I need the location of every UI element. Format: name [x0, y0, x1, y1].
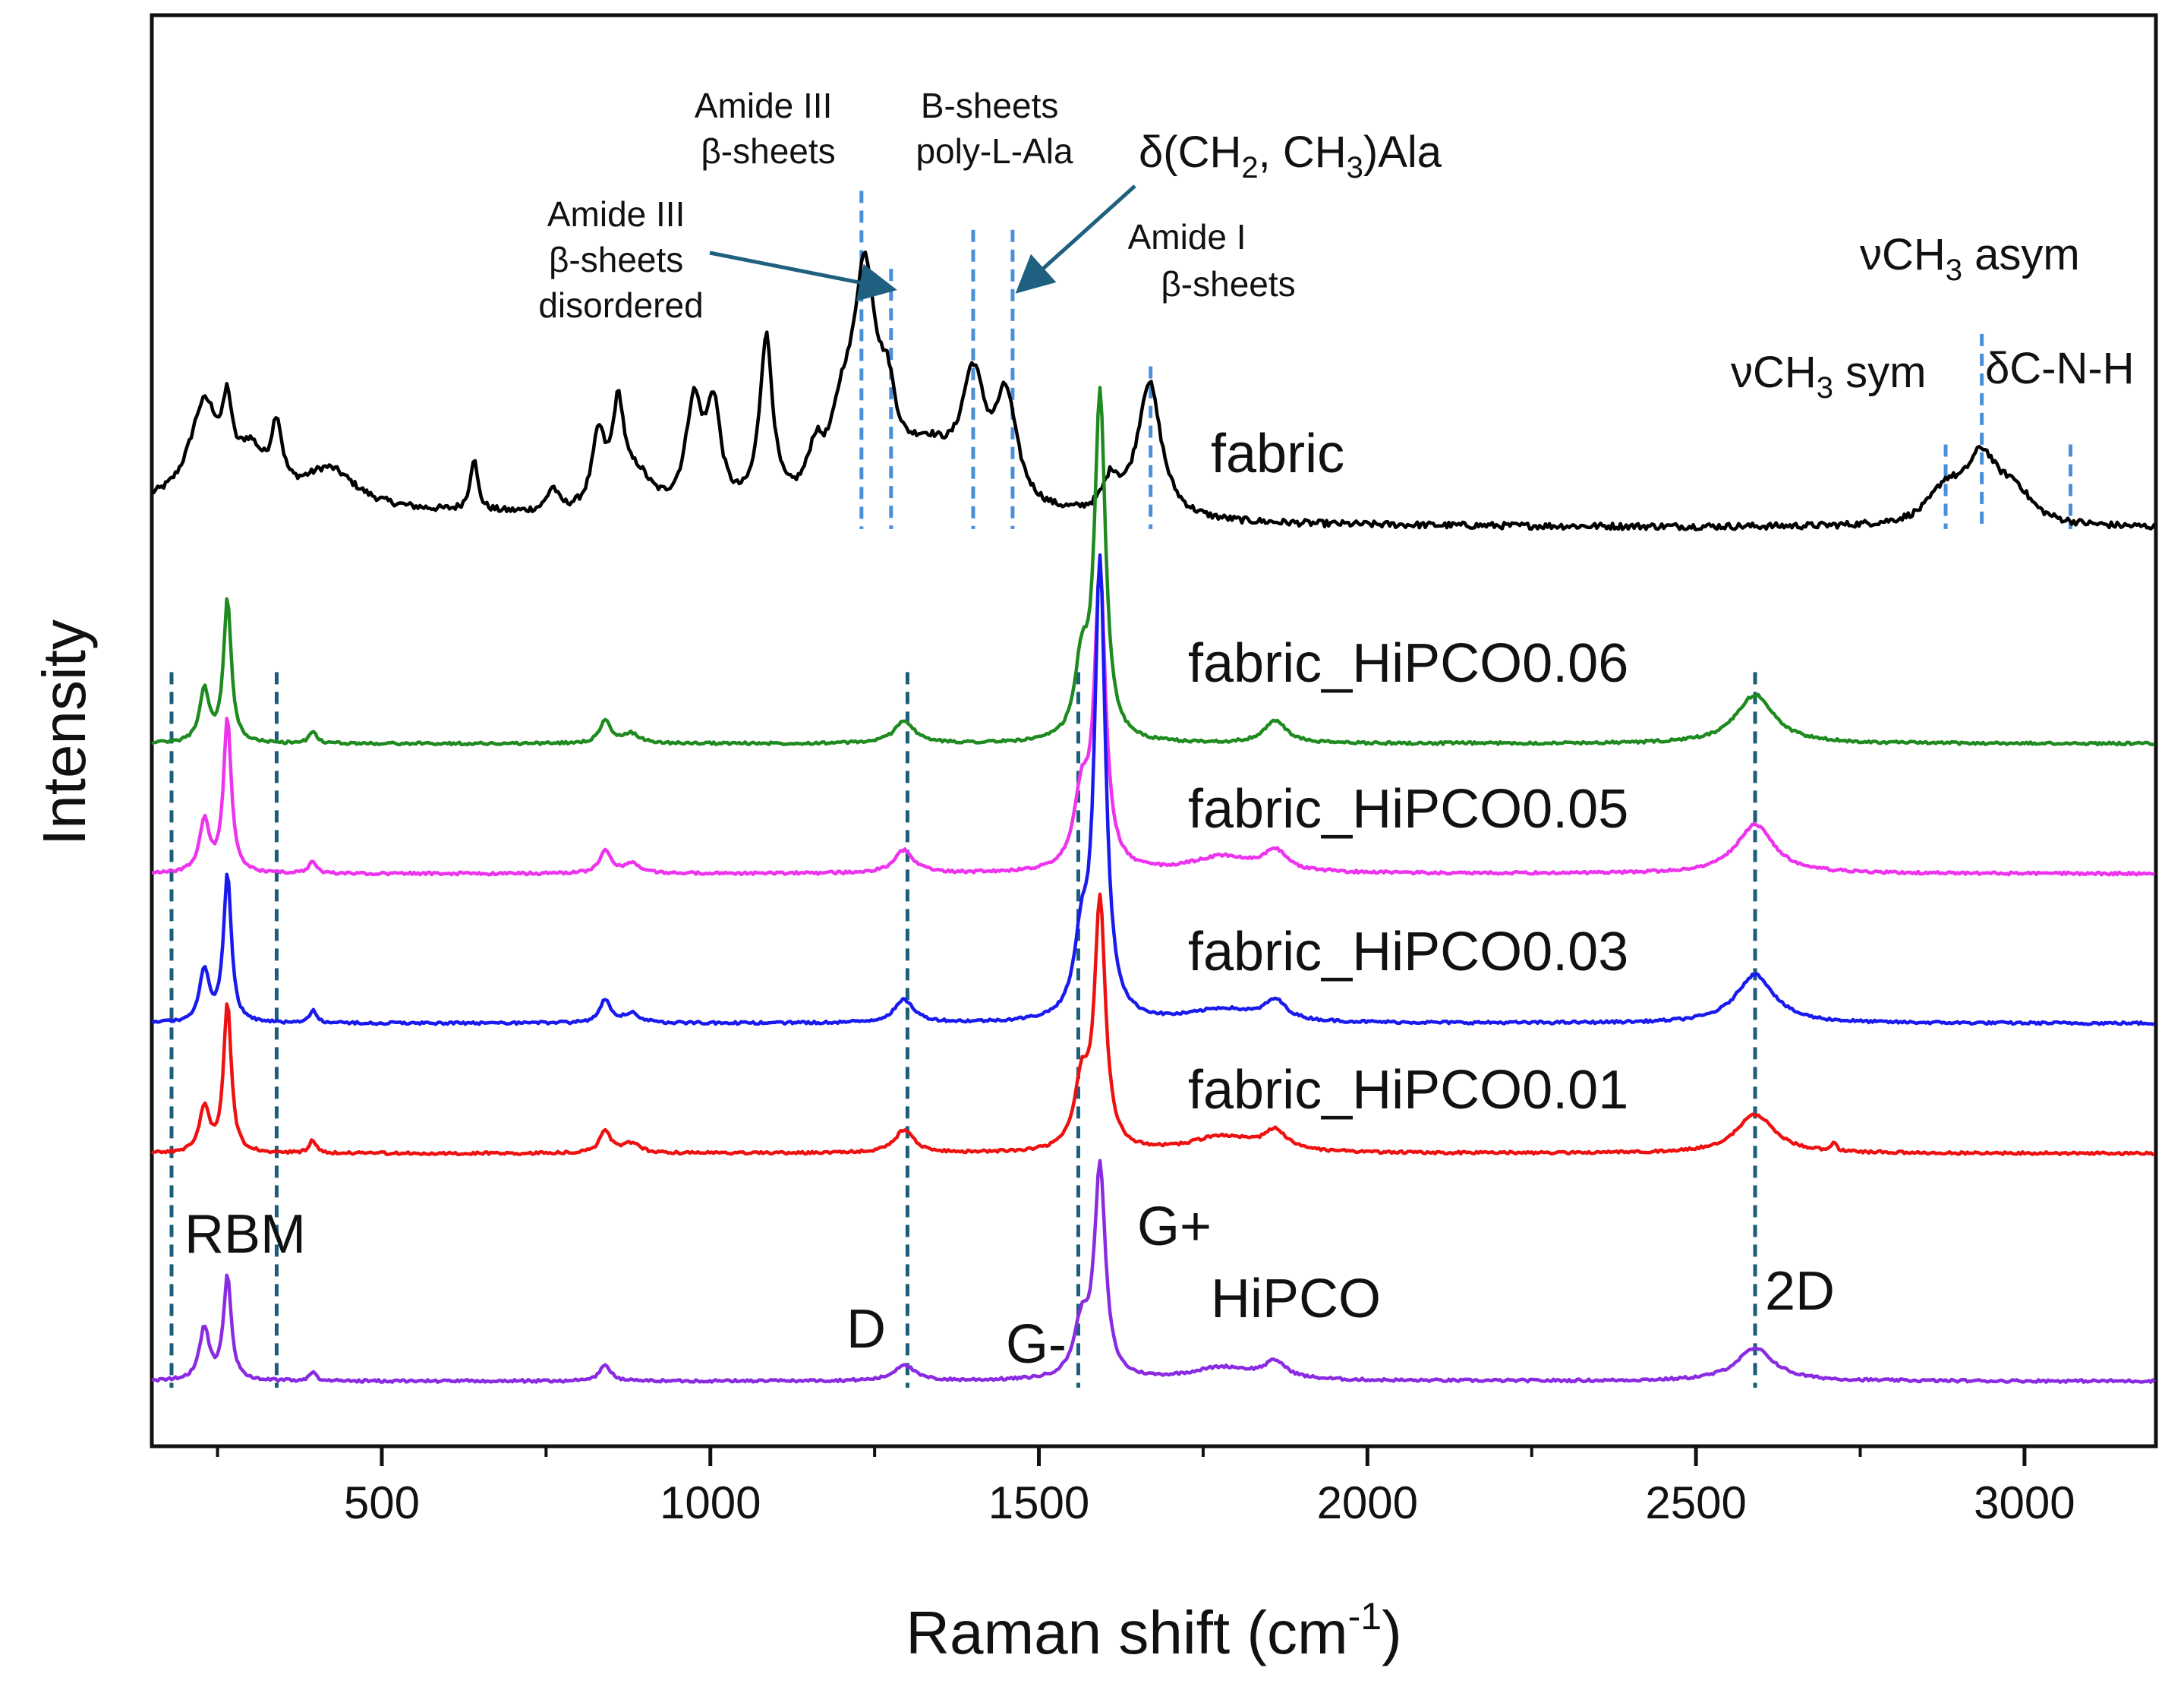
- delta-ch-end: )Ala: [1363, 128, 1442, 177]
- series-label-hipco006: fabric_HiPCO0.06: [1188, 633, 1628, 694]
- nu-ch3-sym-sub: 3: [1817, 371, 1833, 405]
- x-tick-label: 2000: [1317, 1477, 1418, 1528]
- series-line-fabric: [150, 250, 2157, 531]
- annotation-amide-iii-beta: Amide III β-sheets: [695, 86, 842, 171]
- band-label-g-plus: G+: [1137, 1196, 1212, 1257]
- band-label-rbm: RBM: [184, 1204, 306, 1265]
- nu-ch3-asym-end: asym: [1962, 230, 2080, 279]
- x-tick-label: 3000: [1974, 1477, 2075, 1528]
- band-label-d: D: [846, 1299, 886, 1360]
- series-label-fabric: fabric: [1211, 424, 1344, 484]
- nu-ch3-sym-end: sym: [1833, 348, 1926, 397]
- series-line-fabric_HiPCO0.06: [150, 386, 2155, 747]
- annotation-lines: [859, 191, 2072, 529]
- annotation-delta-ch2-ch3: δ(CH2, CH3)Ala: [1139, 128, 1442, 184]
- band-label-2d: 2D: [1765, 1261, 1835, 1322]
- series-line-fabric_HiPCO0.05: [151, 564, 2155, 877]
- arrow-amide-iii-disordered: [709, 251, 897, 301]
- series-label-hipco001: fabric_HiPCO0.01: [1188, 1060, 1628, 1121]
- series-label-hipco: HiPCO: [1211, 1269, 1381, 1329]
- annotation-b-sheets-ala: B-sheets poly-L-Ala: [916, 86, 1073, 171]
- annotation-nu-ch3-asym: νCH3 asym: [1860, 230, 2080, 287]
- nu-ch3-asym-sub: 3: [1946, 254, 1962, 287]
- x-axis-title-sup: -1: [1348, 1595, 1382, 1638]
- x-tick-label: 2500: [1645, 1477, 1746, 1528]
- series-label-hipco003: fabric_HiPCO0.03: [1188, 922, 1628, 982]
- x-axis-title: Raman shift (cm-1): [906, 1595, 1401, 1666]
- arrow-delta-ch: [1015, 184, 1136, 294]
- annotation-nu-ch3-sym: νCH3 sym: [1731, 348, 1926, 405]
- x-tick-label: 1500: [988, 1477, 1089, 1528]
- delta-ch-mid: , CH: [1259, 128, 1347, 177]
- plot-frame: [150, 13, 2158, 1449]
- y-axis-title: Intensity: [30, 619, 98, 846]
- annotation-amide-i: Amide I β-sheets: [1128, 217, 1296, 304]
- delta-ch3-sub: 3: [1347, 151, 1363, 184]
- band-label-g-minus: G-: [1006, 1314, 1067, 1375]
- series-line-fabric_HiPCO0.03: [151, 553, 2155, 1026]
- x-tick-label: 500: [344, 1477, 420, 1528]
- annotation-delta-cnh: δC-N-H: [1985, 344, 2135, 393]
- series-label-hipco005: fabric_HiPCO0.05: [1188, 779, 1628, 840]
- x-axis-ticks: 500 1000 1500 2000 2500 3000: [216, 1446, 2075, 1528]
- delta-ch2-sub: 2: [1241, 151, 1258, 184]
- annotation-amide-iii-disordered: Amide III β-sheets disordered: [538, 194, 703, 325]
- spectra: [150, 250, 2157, 1384]
- x-tick-label: 1000: [660, 1477, 761, 1528]
- series-line-fabric_HiPCO0.01: [150, 892, 2155, 1156]
- series-line-HiPCO: [151, 1159, 2156, 1384]
- x-axis-title-end: ): [1382, 1599, 1402, 1666]
